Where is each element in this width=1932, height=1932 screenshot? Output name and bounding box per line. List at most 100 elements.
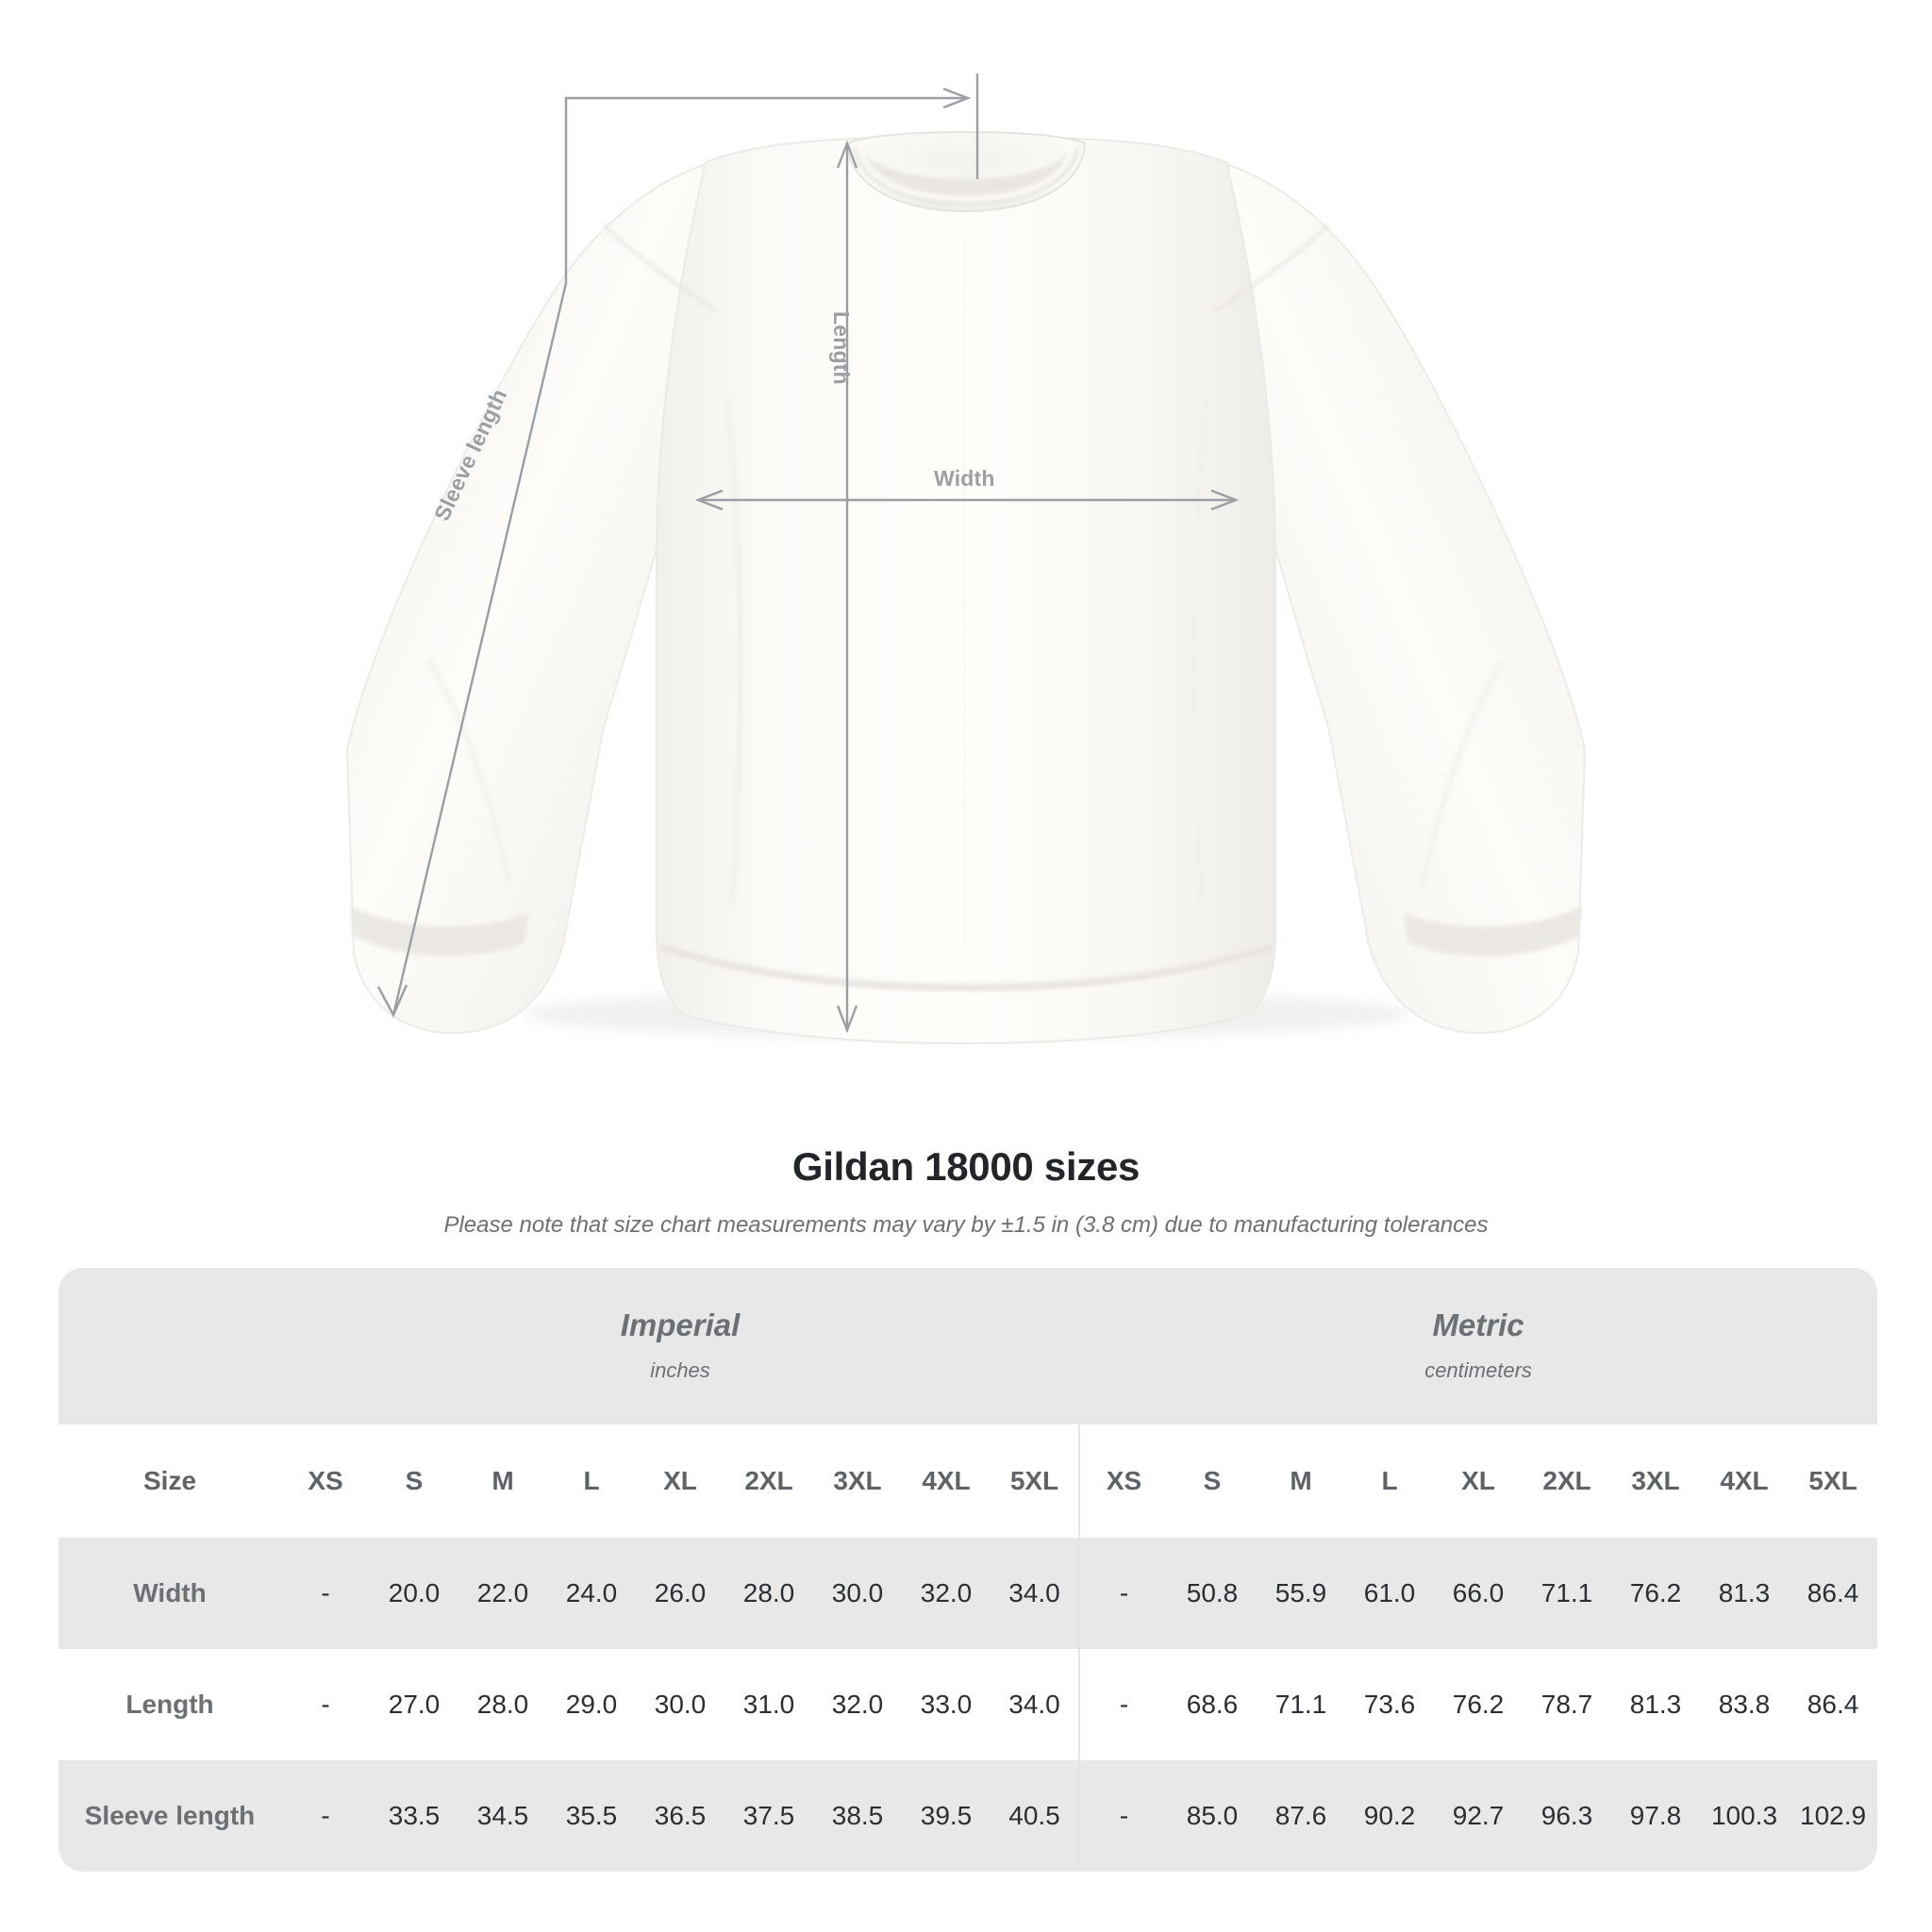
cell-length-metric-l: 73.6 — [1345, 1649, 1434, 1760]
cell-sleeve-imperial-l: 35.5 — [547, 1760, 636, 1872]
unit-header-row: Imperial inches Metric centimeters — [58, 1268, 1878, 1424]
size-header-metric-l: L — [1345, 1424, 1434, 1538]
sleeve-arrow-bottom — [376, 984, 408, 1018]
cell-width-metric-2xl: 71.1 — [1523, 1538, 1611, 1649]
cell-width-metric-s: 50.8 — [1168, 1538, 1257, 1649]
cell-width-metric-m: 55.9 — [1257, 1538, 1345, 1649]
table-row: Width - 20.0 22.0 24.0 26.0 28.0 30.0 32… — [58, 1538, 1878, 1649]
table-row: Sleeve length - 33.5 34.5 35.5 36.5 37.5… — [58, 1760, 1878, 1872]
width-dimension-label: Width — [934, 466, 995, 491]
cell-length-imperial-xl: 30.0 — [636, 1649, 724, 1760]
cell-width-metric-xl: 66.0 — [1434, 1538, 1523, 1649]
cell-length-metric-3xl: 81.3 — [1611, 1649, 1700, 1760]
garment-diagram: Length Width Sleeve length — [345, 74, 1587, 1045]
cell-width-metric-5xl: 86.4 — [1789, 1538, 1878, 1649]
cell-length-imperial-3xl: 32.0 — [813, 1649, 902, 1760]
unit-metric-sub: centimeters — [1424, 1358, 1532, 1383]
unit-imperial-name: Imperial — [620, 1307, 741, 1342]
cell-width-metric-l: 61.0 — [1345, 1538, 1434, 1649]
cell-length-metric-m: 71.1 — [1257, 1649, 1345, 1760]
size-header-imperial-l: L — [547, 1424, 636, 1538]
cell-length-imperial-4xl: 33.0 — [902, 1649, 991, 1760]
size-header-metric-xs: XS — [1078, 1424, 1168, 1538]
cell-length-imperial-xs: - — [281, 1649, 370, 1760]
cell-width-imperial-4xl: 32.0 — [902, 1538, 991, 1649]
cell-width-imperial-2xl: 28.0 — [724, 1538, 813, 1649]
cell-width-imperial-3xl: 30.0 — [813, 1538, 902, 1649]
cell-length-imperial-l: 29.0 — [547, 1649, 636, 1760]
size-header-metric-m: M — [1257, 1424, 1345, 1538]
cell-width-imperial-xs: - — [281, 1538, 370, 1649]
size-header-metric-3xl: 3XL — [1611, 1424, 1700, 1538]
cell-sleeve-metric-2xl: 96.3 — [1523, 1760, 1611, 1872]
cell-length-imperial-5xl: 34.0 — [991, 1649, 1079, 1760]
size-header-imperial-xs: XS — [281, 1424, 370, 1538]
size-table-container: Imperial inches Metric centimeters Size … — [58, 1268, 1878, 1872]
size-header-imperial-5xl: 5XL — [991, 1424, 1079, 1538]
length-dimension-label: Length — [829, 311, 854, 385]
size-header-label: Size — [58, 1424, 281, 1538]
unit-group-imperial: Imperial inches — [281, 1268, 1079, 1424]
cell-sleeve-imperial-2xl: 37.5 — [724, 1760, 813, 1872]
cell-width-imperial-m: 22.0 — [458, 1538, 547, 1649]
size-header-metric-2xl: 2XL — [1523, 1424, 1611, 1538]
cell-width-imperial-l: 24.0 — [547, 1538, 636, 1649]
sleeve-arrow-top — [942, 87, 972, 109]
cell-sleeve-metric-3xl: 97.8 — [1611, 1760, 1700, 1872]
page-title: Gildan 18000 sizes — [791, 1144, 1141, 1189]
cell-length-metric-s: 68.6 — [1168, 1649, 1257, 1760]
size-header-metric-s: S — [1168, 1424, 1257, 1538]
cell-sleeve-metric-5xl: 102.9 — [1789, 1760, 1878, 1872]
unit-metric-name: Metric — [1432, 1307, 1524, 1342]
garment-illustration — [345, 74, 1587, 1045]
length-arrow-bottom — [836, 1005, 858, 1034]
cell-sleeve-metric-s: 85.0 — [1168, 1760, 1257, 1872]
cell-length-metric-5xl: 86.4 — [1789, 1649, 1878, 1760]
cell-length-imperial-s: 27.0 — [370, 1649, 458, 1760]
cell-length-metric-2xl: 78.7 — [1523, 1649, 1611, 1760]
width-arrow-right — [1210, 489, 1240, 511]
cell-length-metric-xl: 76.2 — [1434, 1649, 1523, 1760]
size-header-imperial-m: M — [458, 1424, 547, 1538]
cell-width-imperial-s: 20.0 — [370, 1538, 458, 1649]
cell-sleeve-imperial-xs: - — [281, 1760, 370, 1872]
size-header-imperial-3xl: 3XL — [813, 1424, 902, 1538]
cell-sleeve-imperial-m: 34.5 — [458, 1760, 547, 1872]
cell-sleeve-imperial-5xl: 40.5 — [991, 1760, 1079, 1872]
sleeve-guide-line — [391, 96, 964, 1016]
cell-width-imperial-xl: 26.0 — [636, 1538, 724, 1649]
cell-width-metric-xs: - — [1078, 1538, 1168, 1649]
size-header-metric-xl: XL — [1434, 1424, 1523, 1538]
cell-sleeve-metric-m: 87.6 — [1257, 1760, 1345, 1872]
cell-length-metric-4xl: 83.8 — [1700, 1649, 1789, 1760]
cell-sleeve-imperial-xl: 36.5 — [636, 1760, 724, 1872]
size-header-imperial-4xl: 4XL — [902, 1424, 991, 1538]
row-label-width: Width — [58, 1538, 281, 1649]
unit-group-metric: Metric centimeters — [1079, 1268, 1878, 1424]
cell-sleeve-metric-l: 90.2 — [1345, 1760, 1434, 1872]
cell-width-metric-3xl: 76.2 — [1611, 1538, 1700, 1649]
cell-length-metric-xs: - — [1078, 1649, 1168, 1760]
width-arrow-left — [694, 489, 724, 511]
unit-imperial-sub: inches — [650, 1358, 710, 1383]
cell-sleeve-metric-xl: 92.7 — [1434, 1760, 1523, 1872]
size-header-row: Size XS S M L XL 2XL 3XL 4XL 5XL XS S M … — [58, 1424, 1878, 1538]
cell-sleeve-metric-xs: - — [1078, 1760, 1168, 1872]
length-arrow-top — [836, 140, 858, 169]
table-row: Length - 27.0 28.0 29.0 30.0 31.0 32.0 3… — [58, 1649, 1878, 1760]
unit-corner-spacer — [58, 1268, 281, 1424]
size-header-metric-4xl: 4XL — [1700, 1424, 1789, 1538]
cell-width-metric-4xl: 81.3 — [1700, 1538, 1789, 1649]
cell-sleeve-metric-4xl: 100.3 — [1700, 1760, 1789, 1872]
size-header-metric-5xl: 5XL — [1789, 1424, 1878, 1538]
size-header-imperial-xl: XL — [636, 1424, 724, 1538]
row-label-sleeve-length: Sleeve length — [58, 1760, 281, 1872]
cell-length-imperial-2xl: 31.0 — [724, 1649, 813, 1760]
size-chart-table: Imperial inches Metric centimeters Size … — [58, 1268, 1878, 1872]
row-label-length: Length — [58, 1649, 281, 1760]
cell-length-imperial-m: 28.0 — [458, 1649, 547, 1760]
cell-width-imperial-5xl: 34.0 — [991, 1538, 1079, 1649]
cell-sleeve-imperial-4xl: 39.5 — [902, 1760, 991, 1872]
cell-sleeve-imperial-3xl: 38.5 — [813, 1760, 902, 1872]
